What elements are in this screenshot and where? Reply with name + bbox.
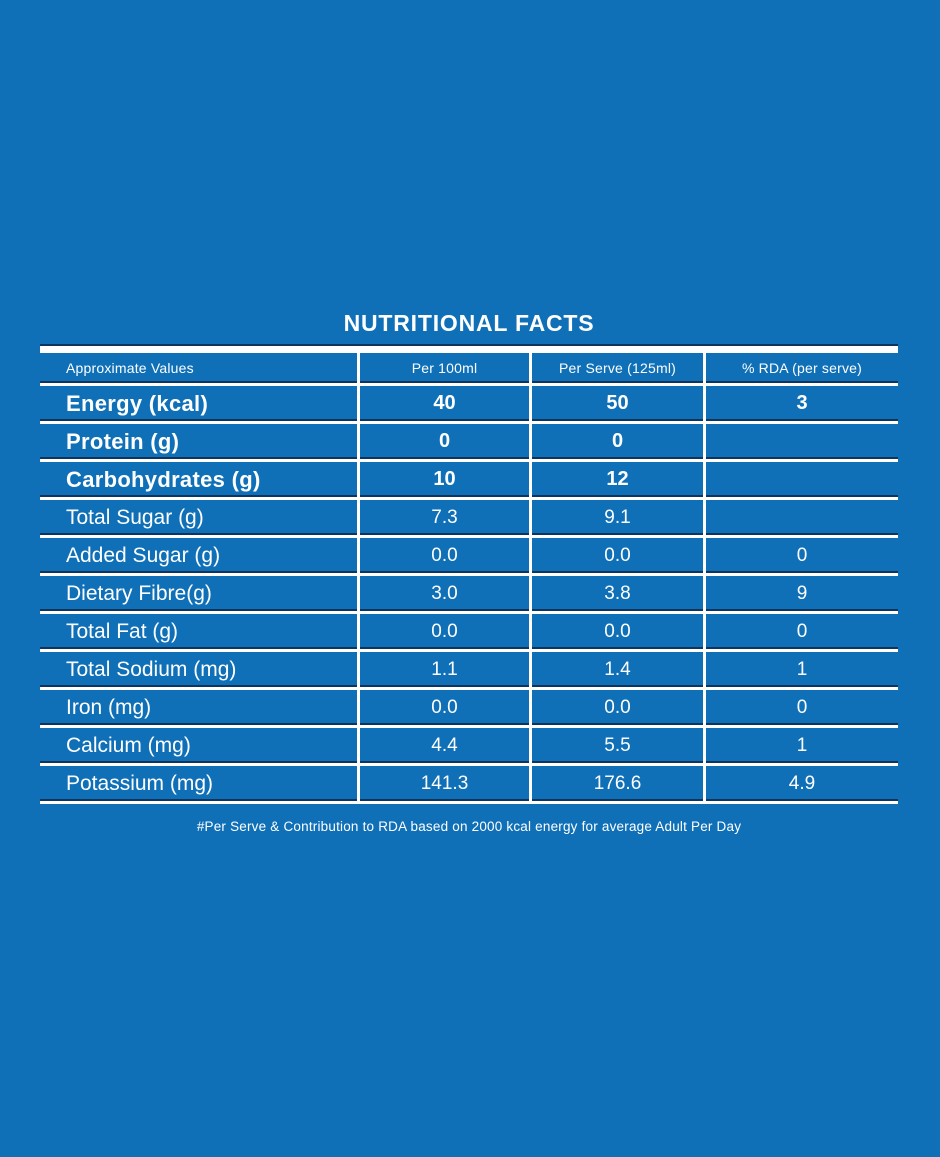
row-label: Total Fat (g) (40, 614, 360, 649)
value-per-serve: 0.0 (532, 690, 706, 725)
value-per-100ml: 0.0 (360, 538, 532, 573)
row-label: Energy (kcal) (40, 386, 360, 421)
row-label: Added Sugar (g) (40, 538, 360, 573)
table-row-iron: Iron (mg) 0.0 0.0 0 (40, 687, 898, 725)
value-rda: 3 (796, 392, 808, 414)
value-rda: 1 (796, 734, 808, 756)
value-rda: 0 (796, 620, 808, 642)
value-rda (706, 424, 898, 459)
value-rda (706, 500, 898, 535)
table-row-energy: Energy (kcal) 40 50 3 (40, 383, 898, 421)
table-row-total-sugar: Total Sugar (g) 7.3 9.1 (40, 497, 898, 535)
column-header-rda-per-serve: % RDA (per serve) (741, 360, 863, 376)
nutrition-table: Approximate Values Per 100ml Per Serve (… (40, 346, 898, 804)
value-rda: 0 (796, 544, 808, 566)
value-per-serve: 0 (532, 424, 706, 459)
value-per-100ml: 1.1 (360, 652, 532, 687)
value-rda: 0 (796, 696, 808, 718)
value-per-100ml: 141.3 (360, 766, 532, 801)
value-per-serve: 5.5 (532, 728, 706, 763)
row-label: Total Sodium (mg) (40, 652, 360, 687)
table-header-row: Approximate Values Per 100ml Per Serve (… (40, 346, 898, 383)
table-row-total-fat: Total Fat (g) 0.0 0.0 0 (40, 611, 898, 649)
row-label: Iron (mg) (40, 690, 360, 725)
row-label: Calcium (mg) (40, 728, 360, 763)
value-per-100ml: 7.3 (360, 500, 532, 535)
value-per-100ml: 0.0 (360, 614, 532, 649)
row-label: Dietary Fibre(g) (40, 576, 360, 611)
row-label: Potassium (mg) (40, 766, 360, 801)
table-row-protein: Protein (g) 0 0 (40, 421, 898, 459)
table-row-potassium: Potassium (mg) 141.3 176.6 4.9 (40, 763, 898, 801)
value-per-serve: 3.8 (532, 576, 706, 611)
table-row-calcium: Calcium (mg) 4.4 5.5 1 (40, 725, 898, 763)
table-row-added-sugar: Added Sugar (g) 0.0 0.0 0 (40, 535, 898, 573)
row-label: Total Sugar (g) (40, 500, 360, 535)
row-label: Protein (g) (40, 424, 360, 459)
value-per-serve: 9.1 (532, 500, 706, 535)
value-per-serve: 1.4 (532, 652, 706, 687)
value-per-100ml: 0.0 (360, 690, 532, 725)
page-title: NUTRITIONAL FACTS (343, 310, 595, 336)
value-rda (706, 462, 898, 497)
value-rda: 1 (796, 658, 808, 680)
table-row-dietary-fibre: Dietary Fibre(g) 3.0 3.8 9 (40, 573, 898, 611)
value-per-serve: 0.0 (532, 538, 706, 573)
value-rda: 9 (796, 582, 808, 604)
table-row-carbohydrates: Carbohydrates (g) 10 12 (40, 459, 898, 497)
column-header-per-serve: Per Serve (125ml) (532, 353, 706, 383)
value-per-serve: 50 (532, 386, 706, 421)
value-per-serve: 0.0 (532, 614, 706, 649)
value-per-serve: 12 (532, 462, 706, 497)
value-per-100ml: 10 (360, 462, 532, 497)
column-header-per-100ml: Per 100ml (360, 353, 532, 383)
rda-footnote: #Per Serve & Contribution to RDA based o… (196, 819, 742, 834)
value-per-100ml: 0 (360, 424, 532, 459)
value-per-100ml: 4.4 (360, 728, 532, 763)
value-per-100ml: 3.0 (360, 576, 532, 611)
row-label: Carbohydrates (g) (40, 462, 360, 497)
value-per-100ml: 40 (360, 386, 532, 421)
column-header-approximate-values: Approximate Values (40, 353, 360, 383)
value-per-serve: 176.6 (532, 766, 706, 801)
table-row-total-sodium: Total Sodium (mg) 1.1 1.4 1 (40, 649, 898, 687)
value-rda: 4.9 (788, 772, 816, 794)
